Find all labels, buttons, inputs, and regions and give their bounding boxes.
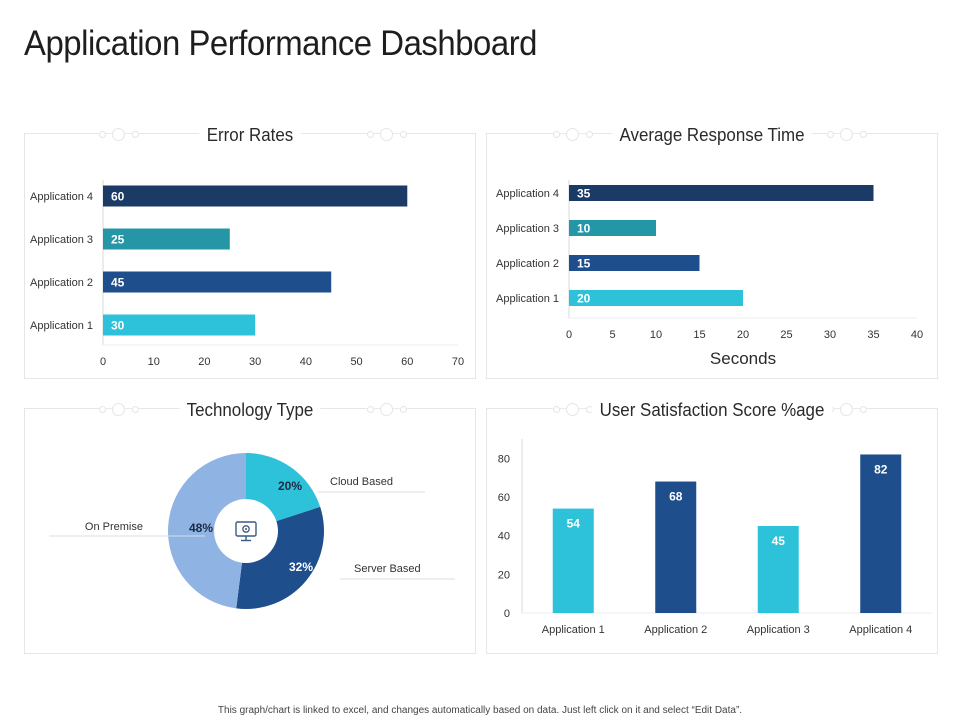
data-label: 25 bbox=[111, 233, 125, 247]
category-label: Application 2 bbox=[30, 277, 93, 289]
data-label: 15 bbox=[577, 257, 591, 271]
x-tick-label: 30 bbox=[824, 329, 836, 341]
x-tick-label: 10 bbox=[650, 329, 662, 341]
monitor-gear-icon bbox=[235, 521, 257, 542]
bar bbox=[655, 481, 697, 613]
x-tick-label: 35 bbox=[867, 329, 879, 341]
category-label: Application 1 bbox=[496, 293, 559, 305]
data-label: 54 bbox=[567, 517, 581, 531]
response-time-title: Average Response Time bbox=[501, 124, 924, 146]
x-tick-label: 20 bbox=[737, 329, 749, 341]
data-label: 20 bbox=[577, 292, 591, 306]
x-tick-label: 25 bbox=[780, 329, 792, 341]
data-label: 68 bbox=[669, 490, 683, 504]
slice-category-label: Cloud Based bbox=[330, 476, 393, 488]
category-label: Application 1 bbox=[542, 624, 605, 636]
category-label: Application 3 bbox=[747, 624, 810, 636]
x-tick-label: 0 bbox=[100, 356, 106, 368]
slice-value-label: 20% bbox=[278, 479, 302, 493]
category-label: Application 4 bbox=[30, 191, 93, 203]
footer-note: This graph/chart is linked to excel, and… bbox=[217, 705, 743, 716]
bar bbox=[569, 220, 656, 236]
data-label: 60 bbox=[111, 190, 125, 204]
y-tick-label: 80 bbox=[498, 453, 510, 465]
response-time-chart: Application 4 35 Application 3 10 Applicatio… bbox=[496, 180, 923, 368]
pie-slice bbox=[236, 506, 324, 609]
x-axis-title: Seconds bbox=[710, 349, 776, 368]
category-label: Application 4 bbox=[496, 188, 559, 200]
donut-hole bbox=[215, 500, 277, 562]
category-label: Application 4 bbox=[849, 624, 912, 636]
slice-category-label: On Premise bbox=[85, 521, 143, 533]
bar bbox=[103, 314, 256, 336]
x-tick-label: 20 bbox=[198, 356, 210, 368]
category-label: Application 3 bbox=[30, 234, 93, 246]
pie-slice bbox=[167, 453, 246, 609]
category-label: Application 3 bbox=[496, 223, 559, 235]
page-title: Application Performance Dashboard bbox=[24, 24, 538, 63]
x-tick-label: 0 bbox=[566, 329, 572, 341]
x-tick-label: 70 bbox=[452, 356, 464, 368]
technology-type-chart: Cloud Based 20% Server Based 32% On Premise 4… bbox=[49, 453, 455, 609]
gear-center bbox=[245, 528, 247, 530]
bar bbox=[860, 454, 902, 613]
category-label: Application 2 bbox=[644, 624, 707, 636]
bar bbox=[569, 255, 700, 271]
bar bbox=[569, 290, 743, 306]
pie-slice bbox=[246, 453, 321, 522]
bar bbox=[757, 526, 799, 613]
gear-ring bbox=[242, 525, 250, 533]
x-tick-label: 5 bbox=[609, 329, 615, 341]
data-label: 30 bbox=[111, 319, 125, 333]
slice-category-label: Server Based bbox=[354, 563, 421, 575]
data-label: 82 bbox=[874, 462, 888, 476]
data-label: 35 bbox=[577, 187, 591, 201]
slice-value-label: 48% bbox=[189, 521, 213, 535]
y-tick-label: 60 bbox=[498, 492, 510, 504]
data-label: 45 bbox=[111, 276, 125, 290]
x-tick-label: 10 bbox=[148, 356, 160, 368]
data-label: 45 bbox=[772, 534, 786, 548]
bar bbox=[103, 228, 230, 250]
x-tick-label: 30 bbox=[249, 356, 261, 368]
x-tick-label: 40 bbox=[300, 356, 312, 368]
response-time-panel: Average Response Time Application 4 35 App… bbox=[486, 125, 938, 379]
y-tick-label: 40 bbox=[498, 531, 510, 543]
user-satisfaction-chart: 0 20 40 60 80 54 Application 1 68 Application 2 4… bbox=[498, 439, 932, 636]
error-rates-chart: Application 4 60 Application 3 25 Applicatio… bbox=[30, 180, 464, 368]
x-tick-label: 40 bbox=[911, 329, 923, 341]
bar bbox=[552, 508, 594, 613]
bar bbox=[569, 185, 874, 201]
x-tick-label: 50 bbox=[350, 356, 362, 368]
category-label: Application 1 bbox=[30, 320, 93, 332]
category-label: Application 2 bbox=[496, 258, 559, 270]
y-tick-label: 20 bbox=[498, 569, 510, 581]
user-satisfaction-panel: User Satisfaction Score %age 0 20 40 60 80 54… bbox=[486, 400, 938, 654]
technology-type-panel: Technology Type Cloud Based 20% Server Bas… bbox=[24, 400, 476, 654]
bar bbox=[103, 185, 408, 207]
error-rates-title: Error Rates bbox=[39, 124, 462, 146]
x-tick-label: 15 bbox=[693, 329, 705, 341]
slice-value-label: 32% bbox=[289, 560, 313, 574]
technology-type-title: Technology Type bbox=[39, 399, 462, 421]
error-rates-panel: Error Rates Application 4 60 Application 3… bbox=[24, 125, 476, 379]
x-tick-label: 60 bbox=[401, 356, 413, 368]
user-satisfaction-title: User Satisfaction Score %age bbox=[501, 399, 924, 421]
data-label: 10 bbox=[577, 222, 591, 236]
bar bbox=[103, 271, 332, 293]
y-tick-label: 0 bbox=[504, 608, 510, 620]
